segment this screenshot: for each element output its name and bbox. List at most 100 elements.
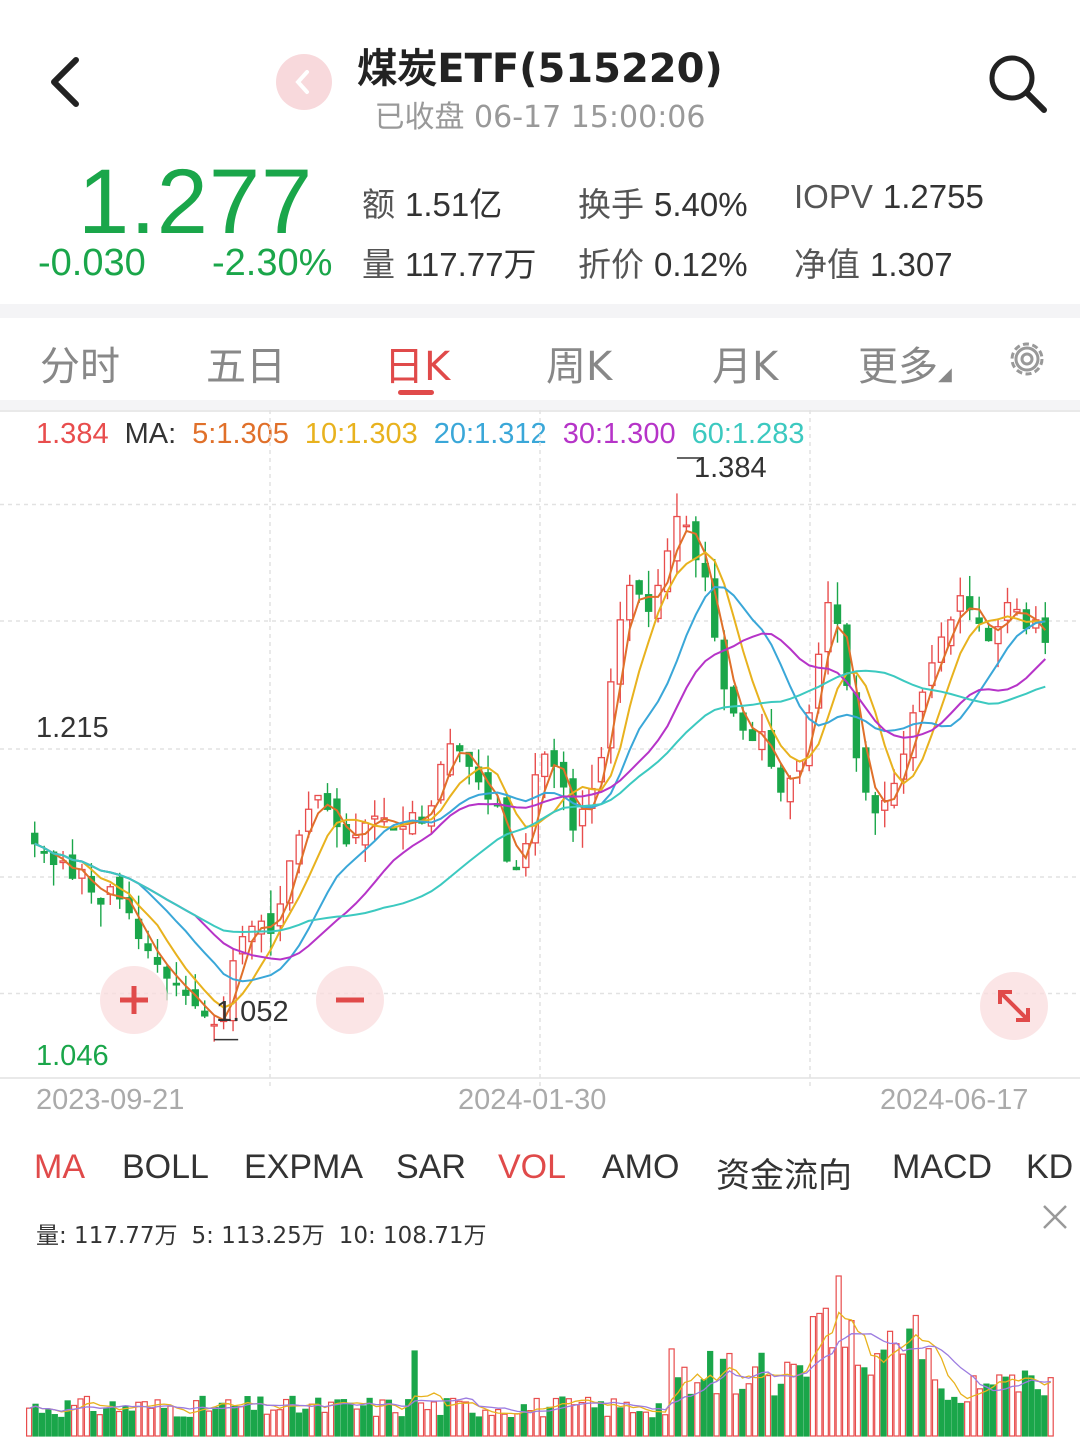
candle-body — [739, 712, 747, 731]
volume-bar — [167, 1405, 174, 1437]
volume-bar — [649, 1417, 656, 1437]
volume-bar — [302, 1408, 309, 1437]
candle-body — [286, 860, 294, 904]
indicator-expma[interactable]: EXPMA — [244, 1148, 364, 1186]
volume-bar — [880, 1349, 887, 1437]
ma-line-ma20 — [34, 585, 1046, 983]
close-volume-button[interactable] — [1040, 1202, 1070, 1232]
indicator-amo[interactable]: AMO — [602, 1148, 680, 1186]
volume-bar — [38, 1412, 46, 1437]
candle-body — [512, 866, 521, 871]
volume-bar — [642, 1411, 650, 1437]
volume-bar — [681, 1366, 688, 1437]
prev-circle-icon — [295, 70, 309, 94]
last-price: 1.277 — [78, 151, 314, 253]
volume-bar — [437, 1414, 444, 1437]
volume-bar — [103, 1407, 110, 1437]
chart-settings-button[interactable] — [1004, 336, 1050, 382]
volume-bar — [160, 1407, 168, 1437]
tab-intraday[interactable]: 分时 — [40, 344, 120, 390]
volume-bar — [572, 1404, 579, 1437]
volume-bar — [366, 1397, 373, 1437]
tab-daily-k[interactable]: 日K — [384, 344, 451, 390]
volume-bar — [276, 1409, 283, 1437]
volume-bar — [205, 1410, 213, 1437]
indicator-vol[interactable]: VOL — [498, 1148, 567, 1186]
fullscreen-button[interactable] — [980, 972, 1048, 1040]
min-price-label: 1.052 — [216, 996, 289, 1028]
volume-bar — [64, 1400, 71, 1437]
prev-stock-button[interactable] — [276, 54, 332, 110]
candle-body — [984, 627, 993, 642]
indicator-kd[interactable]: KD — [1026, 1148, 1074, 1186]
indicator-fund-flow[interactable]: 资金流向 — [716, 1157, 852, 1195]
volume-bar — [180, 1416, 187, 1437]
volume-bar — [764, 1374, 772, 1437]
y-axis-mid-label: 1.215 — [36, 712, 109, 744]
candle-body — [446, 743, 454, 776]
indicator-ma[interactable]: MA — [34, 1148, 85, 1186]
volume-bar — [629, 1412, 637, 1437]
volume-bar — [231, 1405, 238, 1437]
indicator-sar[interactable]: SAR — [396, 1148, 466, 1186]
volume-bar — [424, 1408, 431, 1437]
candle-body — [201, 1010, 209, 1017]
volume-bar — [996, 1374, 1003, 1437]
zoom-out-button[interactable] — [316, 966, 384, 1034]
candle-body — [956, 595, 964, 612]
candle-body — [49, 851, 58, 866]
candle-body — [767, 730, 776, 767]
stat-volume: 量 117.77万 — [362, 246, 537, 283]
volume-bar — [822, 1307, 829, 1437]
volume-bar — [58, 1416, 65, 1437]
section-divider-2 — [0, 400, 1080, 410]
volume-bar — [771, 1395, 778, 1437]
active-tab-indicator — [398, 390, 434, 395]
volume-bar — [430, 1401, 438, 1437]
candle-body — [644, 594, 653, 612]
tab-five-day[interactable]: 五日 — [206, 344, 286, 390]
indicator-boll[interactable]: BOLL — [122, 1148, 209, 1186]
volume-bar — [906, 1328, 913, 1437]
candle-body — [626, 584, 634, 621]
volume-bar — [636, 1411, 643, 1437]
volume-legend: 量: 117.77万 5: 113.25万 10: 108.71万 — [36, 1216, 501, 1250]
candle-body — [607, 681, 615, 749]
zoom-in-button[interactable] — [100, 966, 168, 1034]
volume-bar — [989, 1384, 996, 1437]
volume-bar — [546, 1406, 553, 1437]
tab-monthly-k[interactable]: 月K — [712, 344, 779, 390]
volume-bar — [450, 1397, 457, 1437]
legend-ma20: 20:1.312 — [433, 418, 547, 450]
indicator-macd[interactable]: MACD — [892, 1148, 993, 1186]
search-button[interactable] — [982, 48, 1052, 118]
legend-high: 1.384 — [36, 418, 109, 450]
back-button[interactable] — [38, 50, 98, 114]
market-status: 已收盘 06-17 15:00:06 — [374, 100, 706, 135]
volume-bar — [655, 1403, 662, 1437]
candle-body — [673, 515, 681, 562]
candle-body — [758, 731, 766, 751]
expand-icon — [998, 990, 1030, 1022]
candlestick-chart[interactable] — [0, 410, 1080, 1090]
volume-bar — [784, 1361, 791, 1437]
volume-bar — [308, 1403, 315, 1437]
stat-discount: 折价 0.12% — [578, 246, 748, 283]
candle-body — [824, 601, 832, 653]
volume-chart — [26, 1275, 1054, 1437]
volume-bar — [803, 1376, 810, 1437]
volume-bar — [135, 1401, 142, 1437]
candle-body — [314, 794, 322, 801]
volume-bar — [250, 1409, 258, 1437]
volume-bar — [263, 1413, 270, 1437]
tab-more[interactable]: 更多◢ — [858, 344, 952, 390]
volume-value: 量: 117.77万 — [36, 1223, 178, 1249]
volume-bar — [899, 1353, 907, 1437]
volume-bar — [417, 1402, 425, 1437]
tab-weekly-k[interactable]: 周K — [546, 344, 613, 390]
volume-bar — [347, 1402, 354, 1437]
candle-body — [701, 562, 709, 578]
candle-body — [541, 753, 549, 778]
volume-bar — [668, 1348, 675, 1437]
volume-bar — [199, 1395, 206, 1437]
